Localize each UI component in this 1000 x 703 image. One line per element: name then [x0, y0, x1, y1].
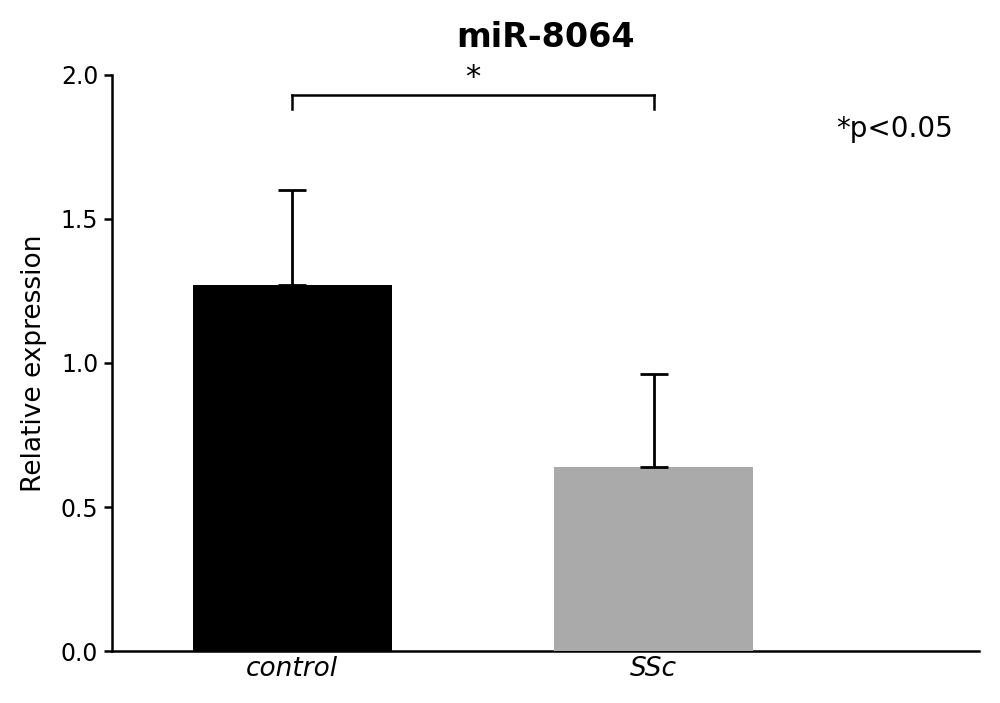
Title: miR-8064: miR-8064 [456, 21, 635, 54]
Text: *: * [465, 63, 481, 92]
Y-axis label: Relative expression: Relative expression [21, 234, 47, 491]
Bar [554, 467, 753, 651]
Bar [193, 285, 392, 651]
Text: *p<0.05: *p<0.05 [836, 115, 953, 143]
